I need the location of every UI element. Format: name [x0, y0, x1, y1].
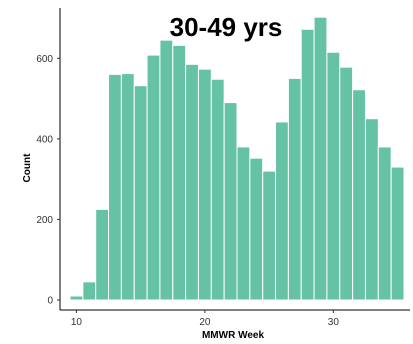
histogram-bar: [313, 16, 328, 301]
histogram-bar: [95, 208, 110, 301]
plot-area: [69, 16, 405, 301]
histogram-bar: [146, 54, 161, 301]
chart-title: 30-49 yrs: [170, 12, 283, 42]
histogram-bar: [377, 146, 392, 301]
histogram-bar: [326, 51, 341, 301]
y-axis-label: Count: [22, 153, 33, 183]
histogram-bar: [300, 28, 315, 301]
histogram-bar: [236, 146, 251, 301]
histogram-bar: [172, 44, 187, 301]
histogram-bar: [390, 166, 405, 301]
histogram-bar: [223, 102, 238, 301]
x-axis-label: MMWR Week: [202, 330, 264, 341]
histogram-bar: [69, 295, 84, 301]
x-tick-label: 30: [328, 317, 340, 328]
x-tick-label: 20: [199, 317, 211, 328]
histogram-bar: [108, 73, 122, 301]
histogram-bar: [210, 78, 225, 301]
histogram-bar: [364, 118, 379, 301]
histogram-bar: [249, 157, 264, 301]
histogram-bar: [133, 85, 148, 301]
axes: 0 200 400 600 10 20 30: [36, 8, 410, 328]
histogram-bar: [339, 66, 354, 301]
y-tick-label: 400: [36, 134, 53, 145]
x-tick-label: 10: [71, 317, 83, 328]
histogram-bar: [275, 121, 289, 301]
histogram-bar: [82, 281, 97, 301]
histogram-bar: [197, 68, 212, 301]
histogram-bar: [352, 89, 366, 301]
y-tick-label: 600: [36, 54, 53, 65]
histogram-bar: [262, 170, 277, 301]
y-tick-label: 200: [36, 215, 53, 226]
histogram-bar: [159, 39, 174, 301]
histogram-bar: [120, 73, 135, 301]
histogram-bar: [185, 63, 199, 301]
histogram-bar: [287, 77, 302, 301]
y-tick-label: 0: [47, 296, 53, 307]
